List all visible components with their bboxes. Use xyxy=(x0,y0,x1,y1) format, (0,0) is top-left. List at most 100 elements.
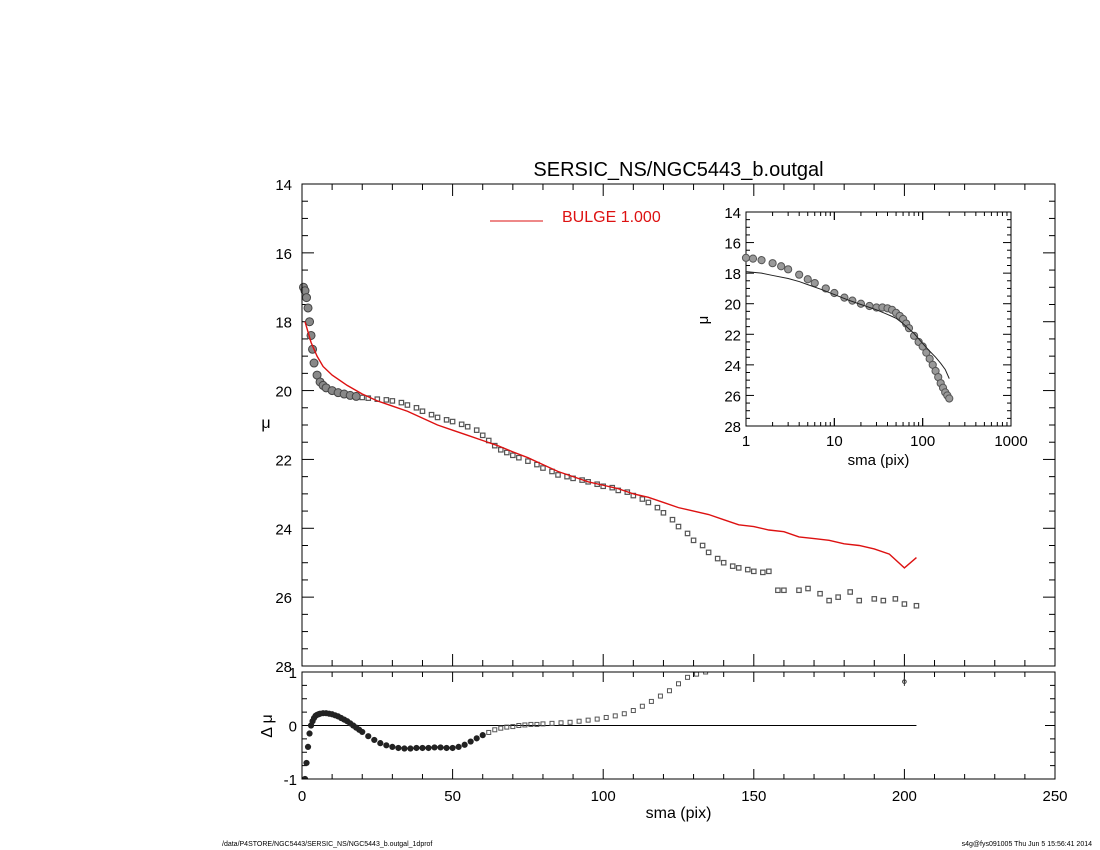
residual-point xyxy=(630,708,636,714)
residual-point xyxy=(703,672,709,675)
residual-point xyxy=(473,735,480,742)
inset-y-tick-label: 24 xyxy=(724,358,741,375)
inset-data-point xyxy=(777,262,786,271)
residual-point xyxy=(657,693,663,699)
residual-point xyxy=(486,729,492,735)
data-point xyxy=(729,563,736,569)
data-point xyxy=(645,499,652,506)
data-point xyxy=(359,394,366,401)
residual-point xyxy=(304,743,312,751)
residual-point xyxy=(713,667,717,671)
residual-point xyxy=(694,672,700,677)
data-point xyxy=(309,358,319,368)
data-point xyxy=(892,596,899,602)
data-point xyxy=(826,597,832,604)
data-point xyxy=(880,597,887,604)
residual-point xyxy=(585,717,591,723)
data-point xyxy=(389,398,396,404)
data-point xyxy=(675,523,682,530)
residual-points xyxy=(302,667,717,779)
main-y-tick-label: 28 xyxy=(275,659,292,676)
x-tick-label: 200 xyxy=(892,788,917,805)
data-point xyxy=(699,542,706,549)
main-y-tick-label: 22 xyxy=(275,452,292,469)
inset-y-tick-label: 14 xyxy=(724,205,741,222)
data-point xyxy=(434,414,441,421)
inset-y-tick-label: 16 xyxy=(724,236,741,253)
data-point xyxy=(404,402,411,408)
data-point xyxy=(750,568,757,575)
residual-point xyxy=(377,740,384,747)
data-point xyxy=(302,293,312,303)
residual-point xyxy=(479,732,486,739)
data-point xyxy=(760,569,766,576)
residual-point xyxy=(437,744,444,751)
x-tick-label: 100 xyxy=(591,788,616,805)
data-point xyxy=(398,399,405,406)
inset-x-tick-label: 1000 xyxy=(994,433,1027,450)
main-y-tick-label: 20 xyxy=(275,384,292,401)
residual-point xyxy=(567,719,573,725)
residual-point xyxy=(612,713,618,719)
data-point xyxy=(669,516,676,523)
x-tick-label: 0 xyxy=(298,788,306,805)
residual-point xyxy=(419,744,426,752)
residual-point xyxy=(461,741,468,748)
residual-point xyxy=(685,674,691,680)
inset-y-tick-label: 18 xyxy=(724,266,741,283)
residual-point xyxy=(498,725,504,731)
legend-label: BULGE 1.000 xyxy=(562,209,661,226)
residual-point xyxy=(534,721,540,727)
residual-point xyxy=(504,724,510,730)
inset-data-point xyxy=(768,259,777,268)
data-point xyxy=(510,452,516,459)
residual-point xyxy=(576,718,582,724)
inset-y-tick-label: 28 xyxy=(724,419,741,436)
inset-data-point xyxy=(741,253,751,262)
residual-plot-frame xyxy=(301,671,1056,780)
main-panel: SERSIC_NS/NGC5443_b.outgal μ 14 16 18 20 22 24 2… xyxy=(261,159,1056,676)
residual-point xyxy=(383,742,390,749)
inset-data-point xyxy=(803,275,812,284)
residual-y-axis-label: Δ μ xyxy=(259,714,276,737)
data-point xyxy=(766,568,772,575)
residual-point xyxy=(666,688,672,694)
inset-data-point xyxy=(748,254,758,263)
data-point xyxy=(805,585,811,592)
data-point xyxy=(720,559,727,566)
residual-point xyxy=(594,716,600,722)
main-plot-frame xyxy=(301,183,1056,667)
data-point xyxy=(871,596,878,602)
residual-point xyxy=(443,744,450,752)
inset-data-point xyxy=(922,348,931,357)
main-y-axis-label: μ xyxy=(261,415,270,432)
inset-x-axis-label: sma (pix) xyxy=(848,452,910,469)
data-point xyxy=(419,408,426,415)
residual-point xyxy=(522,722,528,728)
data-point xyxy=(913,602,920,609)
residual-point xyxy=(302,775,309,779)
data-point xyxy=(835,594,841,600)
residual-point xyxy=(389,743,396,751)
data-point xyxy=(516,454,522,461)
inset-data-point xyxy=(795,270,804,279)
data-point xyxy=(817,590,823,597)
residual-point xyxy=(455,743,462,751)
main-y-tick-label: 24 xyxy=(275,521,292,538)
data-point xyxy=(443,417,450,423)
data-point xyxy=(479,432,486,439)
data-point xyxy=(351,391,361,401)
data-point xyxy=(660,509,667,516)
residual-point xyxy=(492,727,498,733)
data-point xyxy=(473,427,480,433)
residual-point xyxy=(395,744,402,752)
data-point xyxy=(714,555,721,562)
data-point xyxy=(458,421,465,428)
residual-point xyxy=(549,720,555,726)
residual-point xyxy=(676,681,681,687)
data-point xyxy=(796,587,802,594)
residual-point xyxy=(639,703,645,709)
inset-y-tick-label: 26 xyxy=(724,388,741,405)
